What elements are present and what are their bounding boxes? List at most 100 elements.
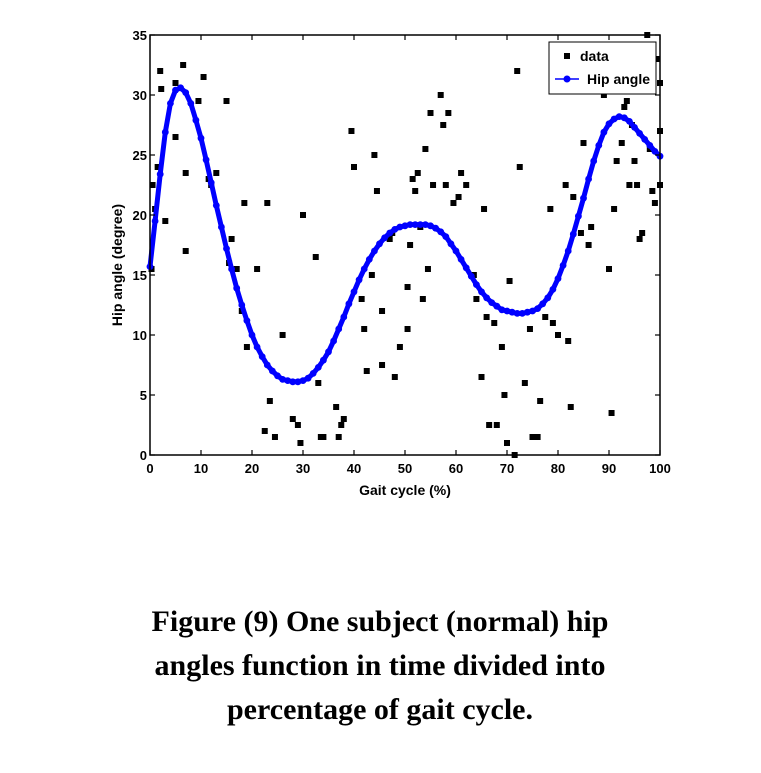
hip-angle-point — [151, 217, 159, 225]
hip-angle-point — [544, 294, 552, 302]
hip-angle-point — [483, 294, 490, 302]
hip-angle-point — [274, 372, 281, 380]
hip-angle-point — [569, 230, 577, 238]
hip-angle-point — [529, 307, 536, 315]
hip-angle-point — [416, 221, 424, 229]
hip-angle-point — [462, 264, 470, 272]
data-point — [320, 434, 327, 440]
data-point — [486, 422, 493, 428]
data-point — [430, 182, 437, 188]
hip-angle-point — [513, 310, 521, 317]
data-point — [315, 380, 322, 386]
hip-angle-point — [422, 221, 429, 229]
x-axis-title: Gait cycle (%) — [359, 482, 451, 498]
data-point — [271, 434, 278, 440]
hip-angle-point — [549, 286, 557, 293]
hip-angle-point — [615, 113, 623, 120]
data-point — [419, 296, 426, 302]
x-tick-label: 20 — [245, 461, 259, 476]
hip-angle-point — [376, 240, 383, 248]
data-point — [412, 188, 419, 194]
hip-angle-point — [585, 175, 592, 183]
hip-angle-point — [269, 367, 276, 375]
data-point — [547, 206, 554, 212]
hip-angle-point — [488, 299, 496, 306]
data-point — [200, 74, 207, 80]
data-point — [312, 254, 319, 260]
hip-angle-point — [534, 305, 541, 312]
data-point — [534, 434, 541, 440]
hip-angle-point — [554, 275, 562, 282]
data-point — [404, 326, 411, 332]
hip-angle-point — [320, 356, 327, 364]
hip-angle-point — [299, 377, 307, 384]
hip-angle-point — [626, 118, 633, 125]
data-point — [154, 164, 161, 170]
data-point — [639, 230, 646, 236]
data-point — [254, 266, 261, 272]
hip-angle-point — [636, 130, 643, 137]
data-point — [333, 404, 340, 410]
data-point — [555, 332, 561, 338]
data-point — [606, 266, 612, 272]
hip-angle-point — [452, 247, 460, 255]
hip-angle-point — [325, 348, 332, 356]
hip-angle-point — [243, 317, 251, 324]
data-point — [279, 332, 286, 338]
data-point — [338, 422, 345, 428]
data-point — [424, 266, 431, 272]
hip-angle-point — [564, 247, 572, 255]
y-tick-label: 5 — [140, 388, 147, 403]
hip-angle-point — [493, 302, 501, 310]
hip-angle-point — [177, 84, 185, 92]
data-point — [493, 422, 500, 428]
data-point — [264, 200, 271, 206]
hip-angle-point — [253, 343, 261, 351]
data-point — [631, 158, 638, 164]
data-point — [585, 242, 592, 248]
x-tick-label: 100 — [649, 461, 671, 476]
hip-angle-point — [263, 361, 271, 369]
hip-angle-point — [590, 157, 598, 165]
hip-angle-point — [233, 284, 241, 292]
data-point — [654, 56, 661, 62]
hip-angle-point — [182, 89, 190, 96]
data-point — [623, 98, 630, 104]
hip-angle-point — [457, 256, 465, 263]
y-axis-title: Hip angle (degree) — [109, 204, 125, 326]
data-point — [455, 194, 462, 200]
hip-angle-point — [442, 233, 450, 241]
y-tick-label: 10 — [133, 328, 147, 343]
x-tick-label: 10 — [194, 461, 208, 476]
data-point — [580, 140, 587, 146]
hip-angle-point — [437, 228, 445, 236]
legend-hip-angle-label: Hip angle — [587, 71, 650, 87]
hip-angle-point — [575, 212, 582, 220]
y-tick-label: 35 — [133, 28, 147, 43]
data-point — [442, 182, 449, 188]
y-tick-label: 25 — [133, 148, 147, 163]
hip-angle-point — [340, 313, 348, 321]
data-point — [621, 104, 628, 110]
data-point — [379, 308, 386, 314]
hip-angle-point — [258, 353, 266, 360]
legend-hip-angle-marker — [563, 75, 571, 83]
data-point — [335, 434, 342, 440]
hip-angle-point — [350, 288, 358, 296]
data-point — [481, 206, 488, 212]
data-point — [437, 92, 444, 98]
y-tick-label: 15 — [133, 268, 147, 283]
legend-data-label: data — [580, 48, 609, 64]
data-point — [149, 182, 156, 188]
data-point — [414, 170, 421, 176]
data-point — [463, 182, 470, 188]
x-tick-label: 50 — [398, 461, 412, 476]
legend: data Hip angle — [548, 41, 657, 95]
hip-angle-point — [335, 325, 343, 333]
axes-layer: 0 10 20 30 40 50 60 70 80 90 100 0 5 10 15 20 25 30 35 — [133, 28, 671, 476]
data-point — [358, 296, 365, 302]
data-point — [542, 314, 549, 320]
y-tick-label: 20 — [133, 208, 147, 223]
legend-data-marker — [564, 53, 570, 59]
data-point — [180, 62, 187, 68]
